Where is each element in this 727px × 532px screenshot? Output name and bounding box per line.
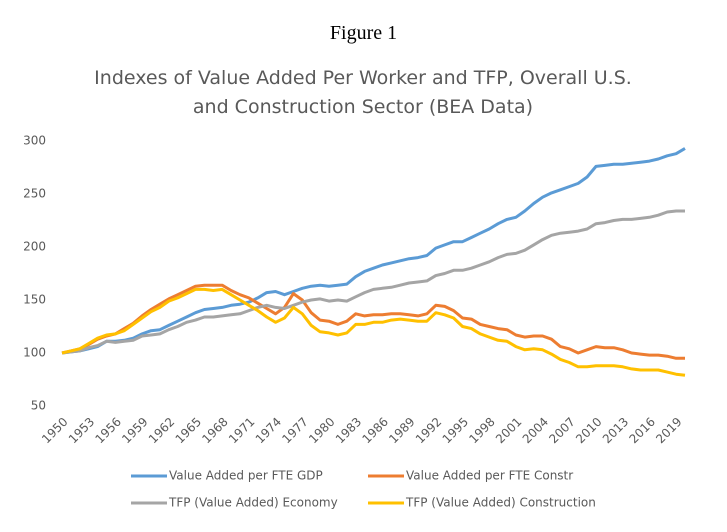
x-tick-label: 1953 [66, 415, 97, 446]
series-line [61, 147, 686, 355]
legend-label: TFP (Value Added) Construction [405, 496, 596, 510]
x-tick-label: 1977 [279, 415, 310, 446]
x-tick-label: 1959 [119, 415, 150, 446]
x-tick-label: 1992 [413, 415, 444, 446]
legend-label: Value Added per FTE GDP [169, 469, 323, 483]
x-tick-label: 1983 [333, 415, 364, 446]
x-tick-label: 1989 [386, 415, 417, 446]
x-tick-label: 1956 [92, 415, 123, 446]
x-tick-label: 1986 [359, 415, 390, 446]
x-tick-label: 1968 [199, 415, 230, 446]
y-tick-label: 50 [31, 399, 46, 413]
y-tick-label: 150 [23, 293, 46, 307]
x-tick-label: 2010 [573, 415, 604, 446]
x-tick-label: 1998 [466, 415, 497, 446]
x-tick-label: 2013 [600, 415, 631, 446]
series-line [61, 283, 685, 360]
x-tick-label: 1980 [306, 415, 337, 446]
chart-title: Indexes of Value Added Per Worker and TF… [94, 67, 632, 118]
x-tick-label: 2004 [520, 415, 551, 446]
x-tick-label: 2001 [493, 415, 524, 446]
x-tick-label: 1965 [173, 415, 204, 446]
x-tick-label: 1974 [253, 415, 284, 446]
x-tick-label: 2007 [546, 415, 577, 446]
x-tick-label: 1962 [146, 415, 177, 446]
x-tick-label: 2019 [653, 415, 684, 446]
legend-label: TFP (Value Added) Economy [168, 496, 338, 510]
legend-label: Value Added per FTE Constr [406, 469, 573, 483]
x-tick-label: 2016 [626, 415, 657, 446]
x-tick-label: 1995 [440, 415, 471, 446]
series-line [61, 209, 685, 355]
y-tick-label: 200 [23, 240, 46, 254]
figure-label: Figure 1 [329, 22, 398, 44]
x-tick-label: 1950 [39, 415, 70, 446]
y-tick-label: 300 [23, 134, 46, 148]
series-line [61, 287, 686, 377]
y-tick-label: 250 [23, 187, 46, 201]
y-tick-label: 100 [23, 346, 46, 360]
x-tick-label: 1971 [226, 415, 257, 446]
